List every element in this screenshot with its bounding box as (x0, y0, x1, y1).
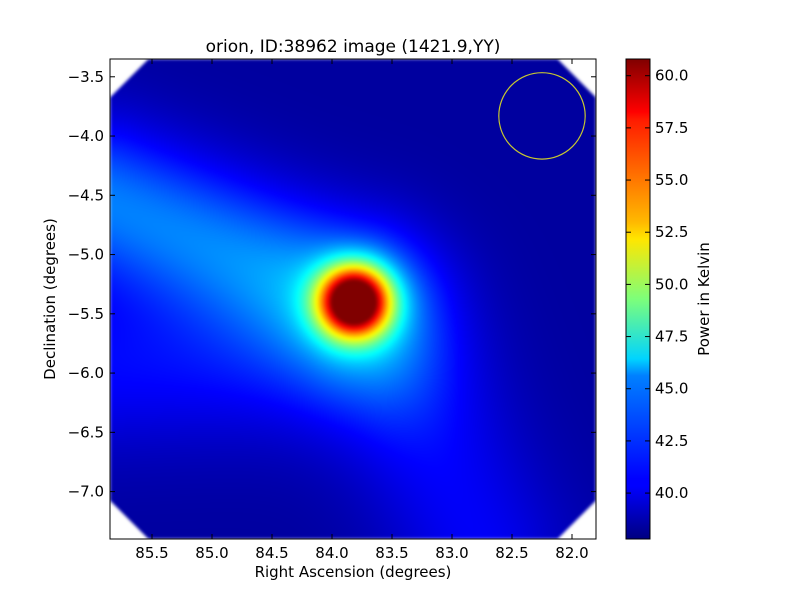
colorbar: 40.0 42.5 45.0 47.5 50.0 52.5 55.0 57.5 60.0 (625, 58, 688, 540)
x-tick-label: 85.0 (195, 544, 228, 562)
colorbar-frame (625, 58, 651, 540)
y-tick-label: −5.5 (68, 305, 104, 323)
plot-frame (109, 58, 597, 540)
x-tick-label: 84.0 (315, 544, 348, 562)
y-tick-label: −3.5 (68, 68, 104, 86)
x-axis-label: Right Ascension (degrees) (255, 563, 452, 581)
x-tick-label: 84.5 (255, 544, 288, 562)
y-axis-label: Declination (degrees) (41, 218, 59, 380)
y-tick-label: −6.5 (68, 423, 104, 441)
colorbar-tick-label: 55.0 (655, 171, 688, 189)
x-ticks: 85.5 85.0 84.5 84.0 83.5 83.0 82.5 82.0 (135, 59, 589, 562)
colorbar-ticks: 40.0 42.5 45.0 47.5 50.0 52.5 55.0 57.5 60.0 (626, 67, 688, 502)
colorbar-tick-label: 60.0 (655, 67, 688, 85)
y-tick-label: −6.0 (68, 364, 104, 382)
y-ticks: −3.5 −4.0 −4.5 −5.0 −5.5 −6.0 −6.5 −7.0 (68, 68, 596, 501)
colorbar-tick-label: 57.5 (655, 119, 688, 137)
heatmap-image (110, 59, 596, 539)
x-tick-label: 83.5 (375, 544, 408, 562)
colorbar-tick-label: 40.0 (655, 484, 688, 502)
colorbar-tick-label: 45.0 (655, 380, 688, 398)
chart-title: orion, ID:38962 image (1421.9,YY) (206, 37, 501, 57)
plot-area: 85.5 85.0 84.5 84.0 83.5 83.0 82.5 82.0 −3.5 −4.… (68, 58, 597, 562)
x-tick-label: 83.0 (435, 544, 468, 562)
y-tick-label: −5.0 (68, 246, 104, 264)
colorbar-gradient (626, 59, 650, 539)
x-tick-label: 85.5 (135, 544, 168, 562)
colorbar-tick-label: 50.0 (655, 275, 688, 293)
beam-circle (498, 72, 586, 160)
y-tick-label: −4.5 (68, 186, 104, 204)
x-tick-label: 82.0 (555, 544, 588, 562)
y-tick-label: −4.0 (68, 127, 104, 145)
y-tick-label: −7.0 (68, 483, 104, 501)
x-tick-label: 82.5 (495, 544, 528, 562)
colorbar-tick-label: 52.5 (655, 223, 688, 241)
colorbar-tick-label: 47.5 (655, 328, 688, 346)
colorbar-tick-label: 42.5 (655, 432, 688, 450)
colorbar-label: Power in Kelvin (695, 242, 713, 356)
